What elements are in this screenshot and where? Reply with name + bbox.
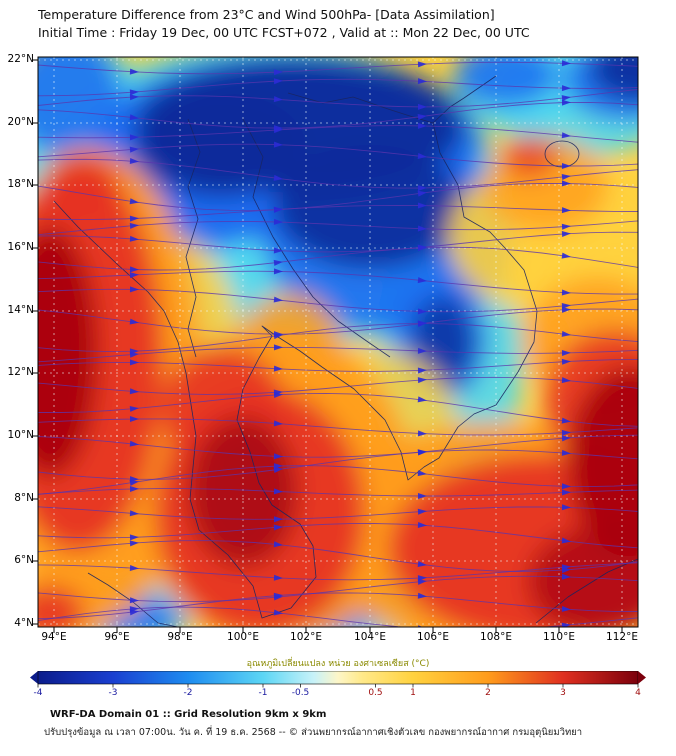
lat-tick-label: 16°N [7, 241, 34, 253]
lon-tick-label: 112°E [606, 631, 638, 643]
lon-tick-label: 94°E [41, 631, 67, 643]
colorbar-arrow-left [30, 671, 38, 684]
footer-domain-info: WRF-DA Domain 01 :: Grid Resolution 9km … [50, 709, 327, 720]
lat-tick-label: 10°N [7, 429, 34, 441]
lon-tick-label: 108°E [480, 631, 512, 643]
colorbar-tick-label: 2 [485, 688, 491, 698]
lat-tick-label: 20°N [7, 116, 34, 128]
lon-tick-label: 98°E [167, 631, 193, 643]
lon-tick-label: 100°E [227, 631, 259, 643]
colorbar-tick-label: 0.5 [368, 688, 383, 698]
lon-tick-label: 102°E [290, 631, 322, 643]
lat-tick-label: 12°N [7, 366, 34, 378]
colorbar-tick-label: -4 [33, 688, 43, 698]
lon-tick-label: 104°E [354, 631, 386, 643]
colorbar-tick-label: 4 [635, 688, 641, 698]
temperature-field [38, 57, 638, 627]
page-title: Temperature Difference from 23°C and Win… [38, 7, 495, 22]
footer-update-info: ปรับปรุงข้อมูล ณ เวลา 07:00น. วัน ค. ที่… [44, 727, 583, 738]
axis-tick-marks [32, 59, 623, 633]
colorbar-bar [37, 671, 639, 685]
lat-tick-label: 4°N [14, 617, 34, 629]
colorbar-tick-label: -1 [258, 688, 268, 698]
colorbar-arrow-right [638, 671, 646, 684]
page-subtitle: Initial Time : Friday 19 Dec, 00 UTC FCS… [38, 25, 530, 40]
lat-tick-label: 6°N [14, 554, 34, 566]
weather-map [32, 56, 639, 633]
map-border [37, 56, 639, 628]
wind-streamlines [38, 60, 638, 627]
lat-tick-label: 14°N [7, 304, 34, 316]
colorbar-tick-label: 1 [410, 688, 416, 698]
colorbar-tick-label: -0.5 [291, 688, 310, 698]
colorbar-tick-label: -3 [108, 688, 118, 698]
colorbar-tick-label: 3 [560, 688, 566, 698]
colorbar-tick-label: -2 [183, 688, 193, 698]
lon-tick-label: 110°E [543, 631, 575, 643]
colorbar [30, 671, 646, 688]
lon-tick-label: 106°E [417, 631, 449, 643]
lat-tick-label: 8°N [14, 492, 34, 504]
colorbar-label: อุณหภูมิเปลี่ยนแปลง หน่วย องศาเซลเซียส (… [246, 659, 430, 669]
lat-tick-label: 22°N [7, 53, 34, 65]
lat-tick-label: 18°N [7, 178, 34, 190]
lon-tick-label: 96°E [104, 631, 130, 643]
